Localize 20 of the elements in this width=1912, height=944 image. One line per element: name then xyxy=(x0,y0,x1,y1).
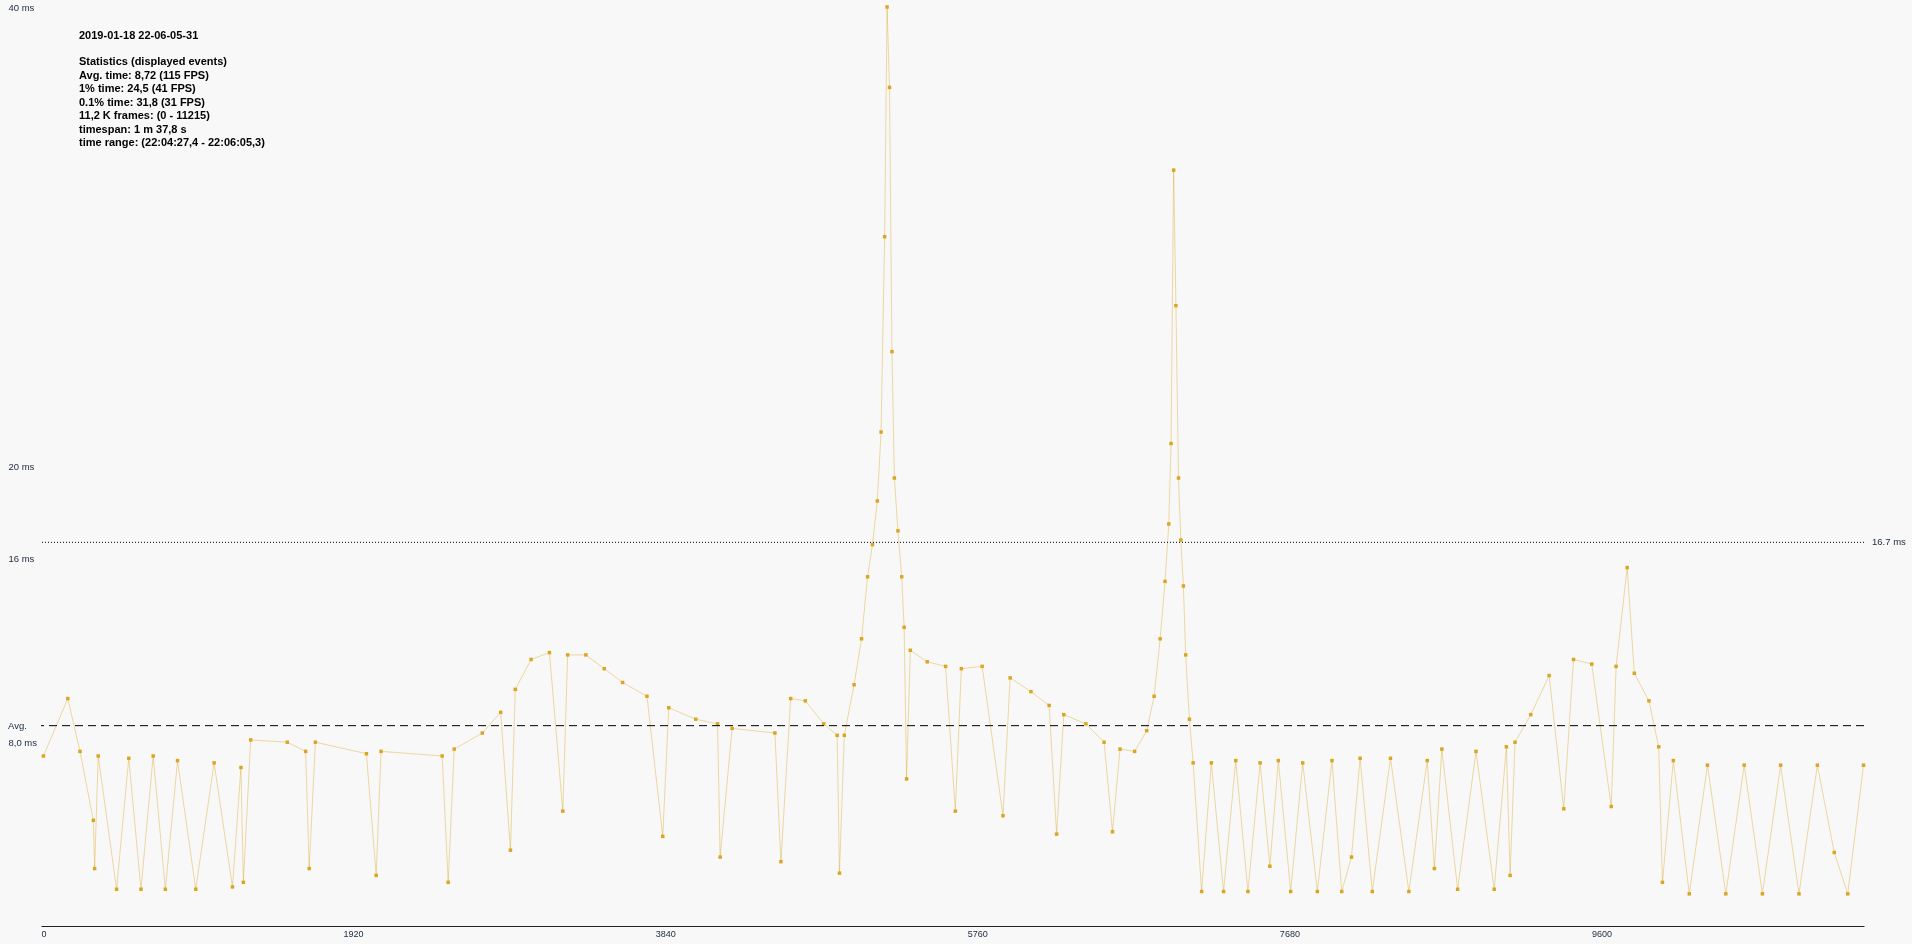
y-tick-label: 8,0 ms xyxy=(8,736,38,748)
ref-line-label: Avg. xyxy=(8,719,27,731)
x-tick-label: 0 xyxy=(41,928,47,939)
text: 2019-01-18 22-06-05-31 xyxy=(79,29,199,41)
annotation: timespan: 1 m 37,8 s xyxy=(79,122,187,135)
annotation: time range: (22:04:27,4 - 22:06:05,3) xyxy=(79,136,266,148)
y-tick-label: 20 ms xyxy=(8,461,35,472)
y-tick-label: 16 ms xyxy=(8,552,35,564)
x-tick-label: 1920 xyxy=(343,928,364,939)
annotation: 0.1% time: 31,8 (31 FPS) xyxy=(79,95,206,108)
x-tick-label: 9600 xyxy=(1591,928,1612,939)
annotation: 11,2 K frames: (0 - 11215) xyxy=(79,109,211,121)
annotation: Statistics (displayed events) xyxy=(79,55,228,67)
annotation: 1% time: 24,5 (41 FPS) xyxy=(79,82,197,94)
x-tick-label: 5760 xyxy=(967,928,988,939)
x-tick-label: 7680 xyxy=(1279,928,1300,939)
annotation: Avg. time: 8,72 (115 FPS) xyxy=(79,68,210,81)
x-tick-label: 3840 xyxy=(655,928,676,939)
ref-line-label: 16.7 ms xyxy=(1872,536,1907,548)
y-tick-label: 40 ms xyxy=(8,1,35,13)
